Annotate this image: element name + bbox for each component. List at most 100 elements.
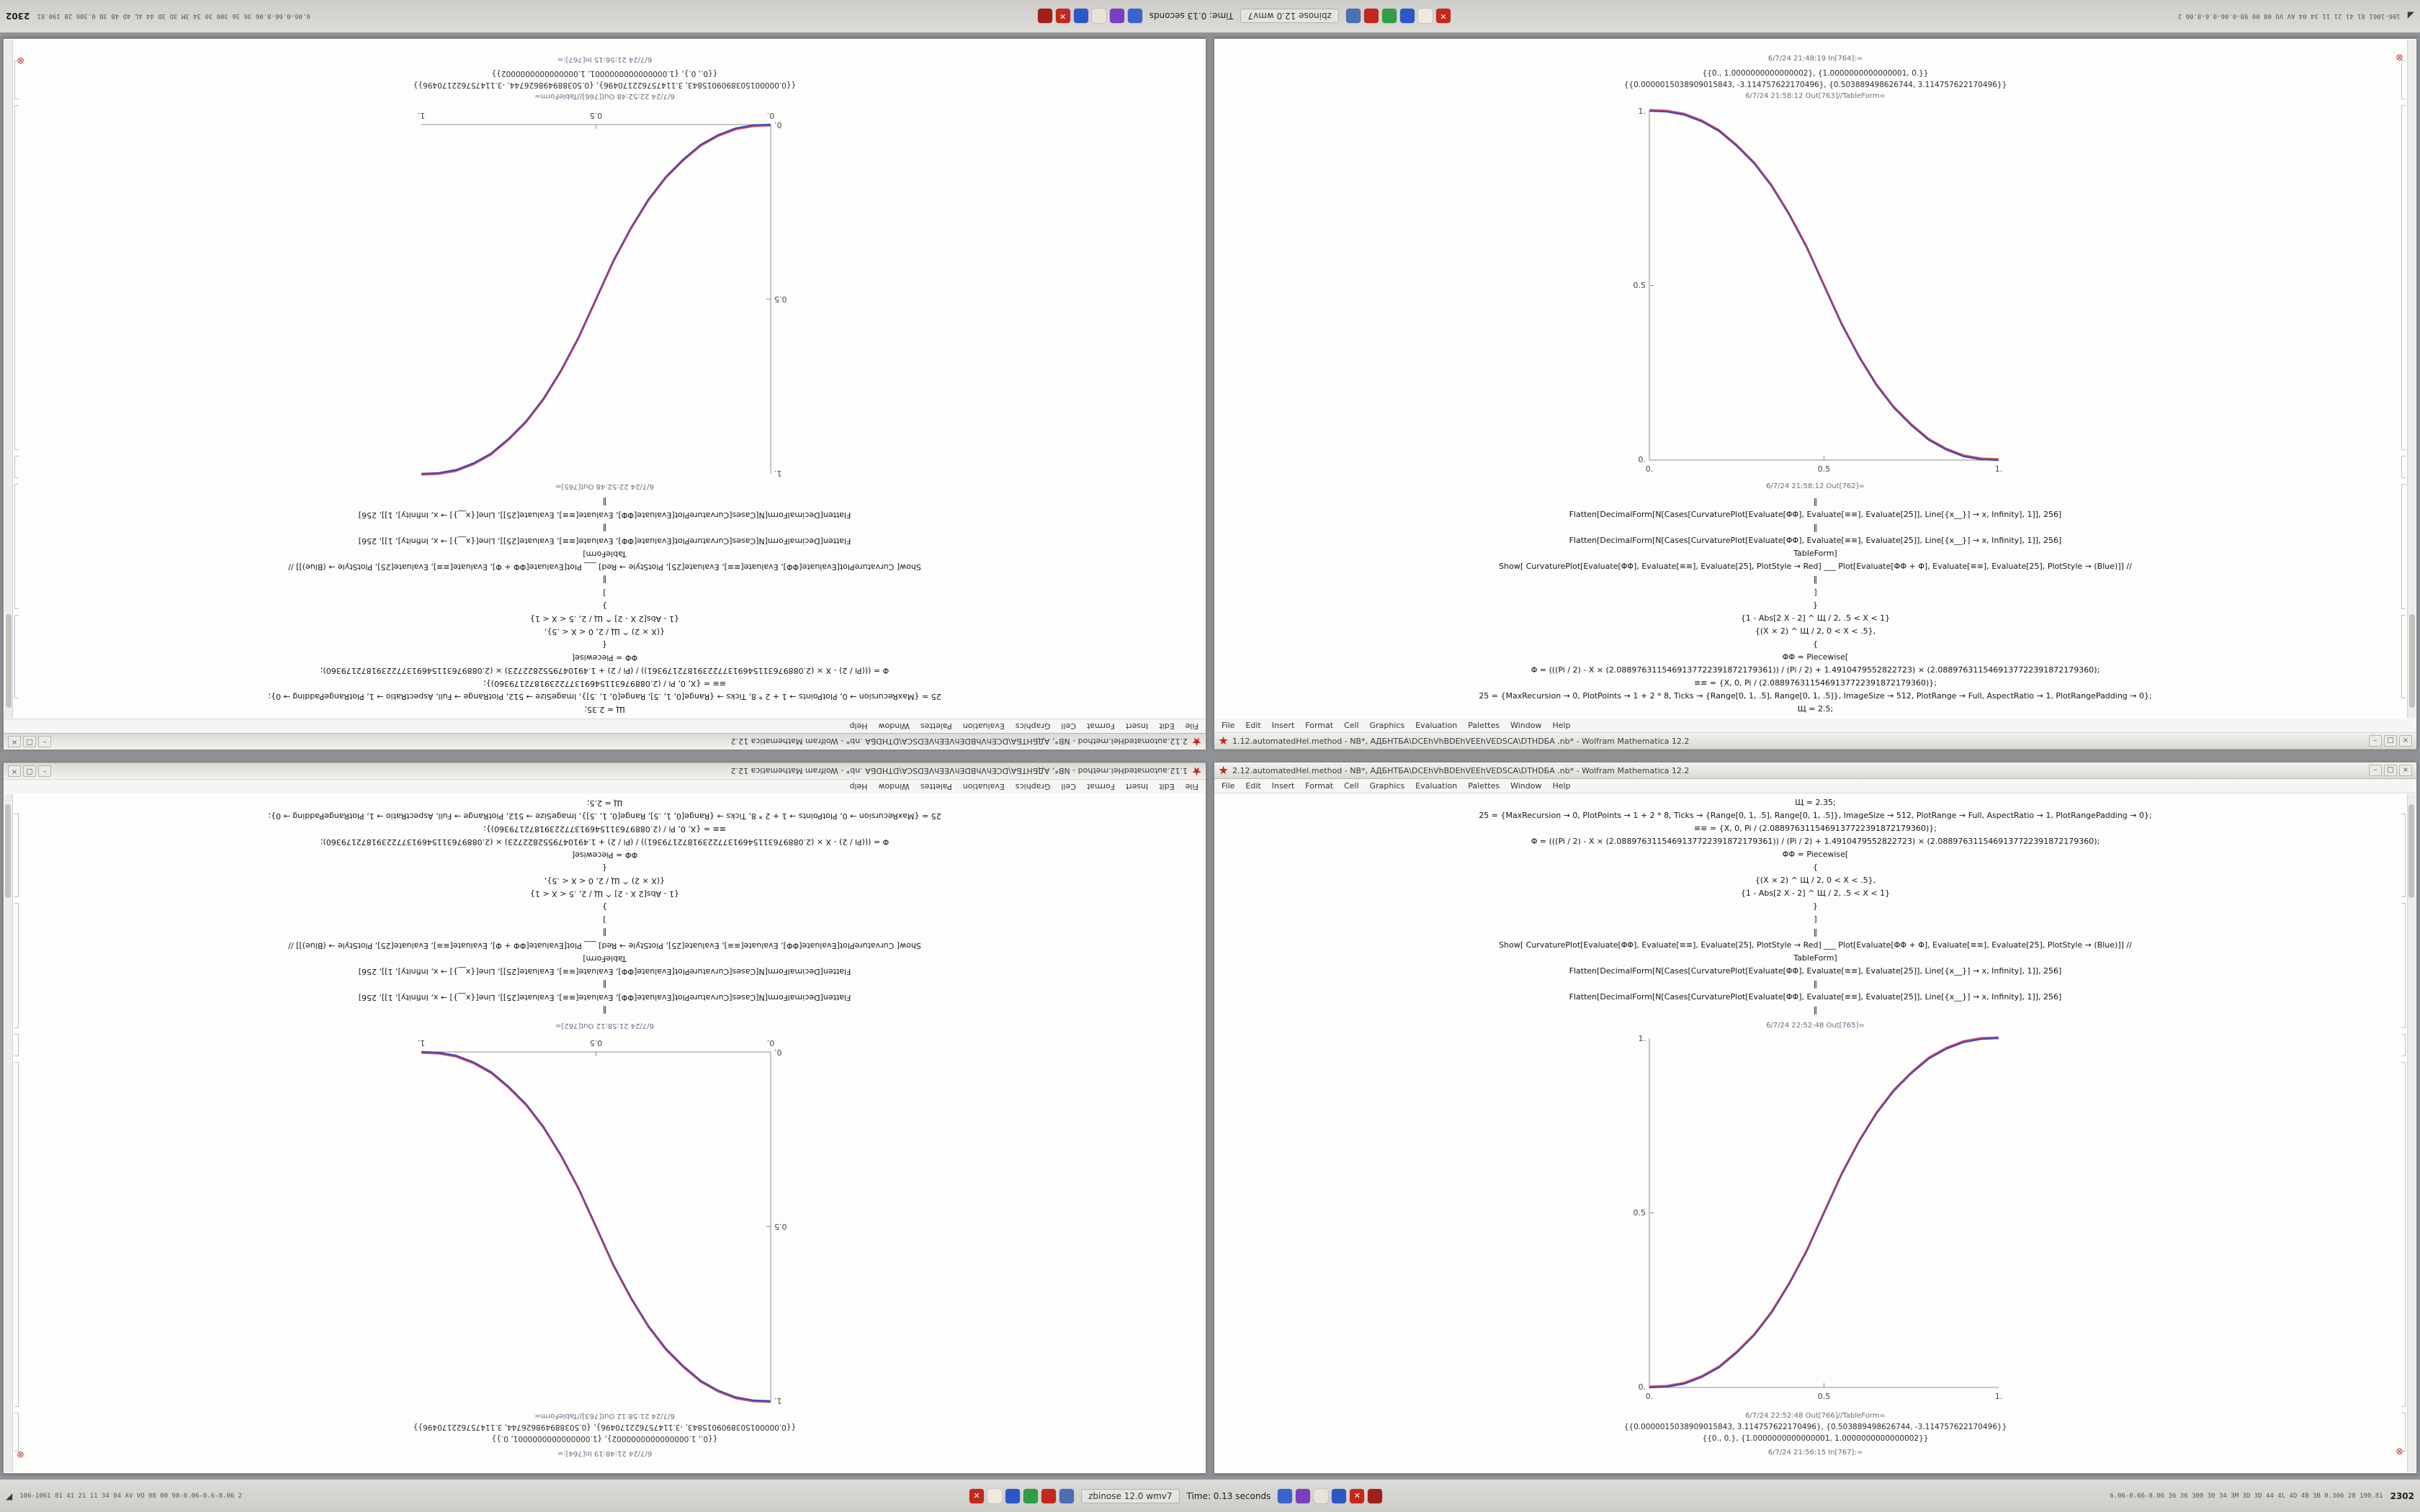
cell-bracket[interactable] xyxy=(14,814,19,898)
code-cell[interactable]: Щ = 2.35; xyxy=(1795,798,1836,807)
code-cell[interactable]: Flatten[DecimalForm[N[Cases[CurvaturePlo… xyxy=(358,993,851,1002)
code-cell[interactable]: TableForm] xyxy=(1793,953,1837,963)
menu-item[interactable]: Window xyxy=(1510,781,1542,791)
code-cell[interactable]: Щ = 2.5; xyxy=(1797,704,1834,714)
code-cell[interactable]: Flatten[DecimalForm[N[Cases[CurvaturePlo… xyxy=(1569,510,2062,519)
cell-bracket[interactable] xyxy=(2401,1061,2406,1407)
menu-item[interactable]: Edit xyxy=(1159,782,1175,791)
code-cell[interactable]: {(X × 2) ^ Щ / 2, 0 < X < .5}, xyxy=(544,627,666,636)
menu-item[interactable]: Window xyxy=(1510,721,1542,730)
menu-item[interactable]: Edit xyxy=(1245,781,1261,791)
code-cell[interactable]: ‖ xyxy=(1813,523,1818,532)
menu-item[interactable]: File xyxy=(1185,782,1198,791)
code-cell[interactable]: { xyxy=(602,863,607,873)
code-cell[interactable]: {(X × 2) ^ Щ / 2, 0 < X < .5}, xyxy=(544,876,666,886)
code-cell[interactable]: ΦΦ = Piecewise[ xyxy=(1782,652,1849,662)
show-desktop-icon[interactable]: ◢ xyxy=(6,1490,13,1501)
code-cell[interactable]: ] xyxy=(603,915,606,924)
abort-evaluation-icon[interactable]: ⊗ xyxy=(2396,1446,2403,1457)
menu-item[interactable]: Help xyxy=(1552,781,1571,791)
code-cell[interactable]: TableForm] xyxy=(583,954,627,963)
taskbar-app-icon[interactable] xyxy=(987,1488,1003,1503)
code-cell[interactable]: } xyxy=(602,902,607,912)
minimize-button[interactable]: – xyxy=(38,765,51,777)
code-cell[interactable]: ‖ xyxy=(1813,1005,1818,1014)
taskbar-app-icon[interactable] xyxy=(1073,9,1088,24)
taskbar-app-icon[interactable] xyxy=(1368,1488,1383,1503)
code-cell[interactable]: ‖ xyxy=(1813,979,1818,989)
code-cell[interactable]: ‖ xyxy=(1813,927,1818,937)
show-desktop-icon[interactable]: ◢ xyxy=(2407,11,2414,22)
cell-bracket[interactable] xyxy=(14,105,19,451)
code-cell[interactable]: Flatten[DecimalForm[N[Cases[CurvaturePlo… xyxy=(358,967,851,976)
code-cell[interactable]: {1 - Abs[2 X - 2] ^ Щ / 2, .5 < X < 1} xyxy=(529,889,680,899)
scrollbar[interactable] xyxy=(2407,794,2416,1472)
taskbar-app-icon[interactable] xyxy=(1278,1488,1293,1503)
code-cell[interactable]: Show[ CurvaturePlot[Evaluate[ΦΦ], Evalua… xyxy=(288,562,921,572)
code-cell[interactable]: Flatten[DecimalForm[N[Cases[CurvaturePlo… xyxy=(358,510,851,520)
taskbar-app-icon[interactable] xyxy=(1041,1488,1057,1503)
taskbar-app-icon[interactable]: ✕ xyxy=(969,1488,985,1503)
menu-item[interactable]: Palettes xyxy=(1468,781,1500,791)
scrollbar-thumb[interactable] xyxy=(2409,614,2415,708)
code-cell[interactable]: 25 = {MaxRecursion → 0, PlotPoints → 1 +… xyxy=(1479,691,2152,701)
menu-item[interactable]: Graphics xyxy=(1015,782,1051,791)
code-cell[interactable]: 25 = {MaxRecursion → 0, PlotPoints → 1 +… xyxy=(268,811,941,821)
menu-item[interactable]: File xyxy=(1185,721,1198,731)
code-cell[interactable]: { xyxy=(1813,863,1818,872)
menu-item[interactable]: Format xyxy=(1305,781,1334,791)
taskbar-app-icon[interactable] xyxy=(1005,1488,1021,1503)
menu-item[interactable]: Edit xyxy=(1159,721,1175,731)
code-cell[interactable]: } xyxy=(1813,901,1818,911)
taskbar-app-icon[interactable] xyxy=(1381,9,1397,24)
code-cell[interactable]: ‖ xyxy=(602,575,607,585)
menu-item[interactable]: Window xyxy=(878,782,910,791)
cell-bracket[interactable] xyxy=(2401,903,2406,1029)
code-cell[interactable]: ‖ xyxy=(1813,575,1818,584)
code-cell[interactable]: TableForm] xyxy=(1793,549,1837,558)
window-titlebar[interactable]: 2.12.automatedHel.method - NB*, AДБHTБA\… xyxy=(1214,762,2416,779)
menu-item[interactable]: Help xyxy=(1552,721,1571,730)
code-cell[interactable]: ≡≡ = {X, 0, Pi / (2.08897631154691377223… xyxy=(1693,824,1937,833)
code-cell[interactable]: {(X × 2) ^ Щ / 2, 0 < X < .5}, xyxy=(1754,626,1876,636)
cell-bracket[interactable] xyxy=(2401,1412,2406,1452)
code-cell[interactable]: } xyxy=(1813,600,1818,610)
taskbar-window-button[interactable]: zbinose 12.0 wmv7 xyxy=(1240,9,1339,24)
menu-item[interactable]: Palettes xyxy=(1468,721,1500,730)
code-cell[interactable]: ] xyxy=(1814,588,1817,597)
taskbar-window-button[interactable]: zbinose 12.0 wmv7 xyxy=(1081,1488,1180,1503)
menu-item[interactable]: Help xyxy=(849,721,868,731)
code-cell[interactable]: ≡≡ = {X, 0, Pi / (2.08897631154691377223… xyxy=(1693,678,1937,688)
maximize-button[interactable]: □ xyxy=(23,765,36,777)
menu-item[interactable]: Palettes xyxy=(920,782,952,791)
scrollbar-thumb[interactable] xyxy=(2408,804,2414,898)
close-button[interactable]: × xyxy=(2399,735,2412,747)
code-cell[interactable]: ] xyxy=(603,588,606,598)
code-cell[interactable]: { xyxy=(1813,639,1818,649)
menu-item[interactable]: Graphics xyxy=(1015,721,1051,731)
code-cell[interactable]: ‖ xyxy=(602,928,607,937)
scrollbar[interactable] xyxy=(4,794,13,1472)
code-cell[interactable]: Φ = (((Pi / 2) - X × (2.0889763115469137… xyxy=(1531,665,2100,675)
code-cell[interactable]: ‖ xyxy=(602,1006,607,1015)
code-cell[interactable]: Flatten[DecimalForm[N[Cases[CurvaturePlo… xyxy=(1569,992,2062,1002)
maximize-button[interactable]: □ xyxy=(2384,735,2397,747)
minimize-button[interactable]: – xyxy=(2369,735,2382,747)
menu-item[interactable]: Evaluation xyxy=(1415,781,1458,791)
taskbar-app-icon[interactable] xyxy=(1037,9,1052,24)
taskbar-app-icon[interactable] xyxy=(1059,1488,1075,1503)
minimize-button[interactable]: – xyxy=(38,736,51,747)
code-cell[interactable]: ] xyxy=(1814,914,1817,924)
menu-item[interactable]: Insert xyxy=(1271,781,1295,791)
code-cell[interactable]: ≡≡ = {X, 0, Pi / (2.08897631154691377223… xyxy=(483,679,727,688)
close-button[interactable]: × xyxy=(2399,765,2412,776)
menu-item[interactable]: Insert xyxy=(1271,721,1295,730)
code-cell[interactable]: ΦΦ = Piecewise[ xyxy=(571,653,638,662)
cell-bracket[interactable] xyxy=(14,1412,19,1452)
menu-item[interactable]: Palettes xyxy=(920,721,952,731)
taskbar-app-icon[interactable]: ✕ xyxy=(1350,1488,1365,1503)
code-cell[interactable]: Φ = (((Pi / 2) - X × (2.0889763115469137… xyxy=(320,837,889,847)
code-cell[interactable]: {(X × 2) ^ Щ / 2, 0 < X < .5}, xyxy=(1754,876,1876,885)
menu-item[interactable]: Cell xyxy=(1344,781,1359,791)
code-cell[interactable]: ‖ xyxy=(602,980,607,989)
